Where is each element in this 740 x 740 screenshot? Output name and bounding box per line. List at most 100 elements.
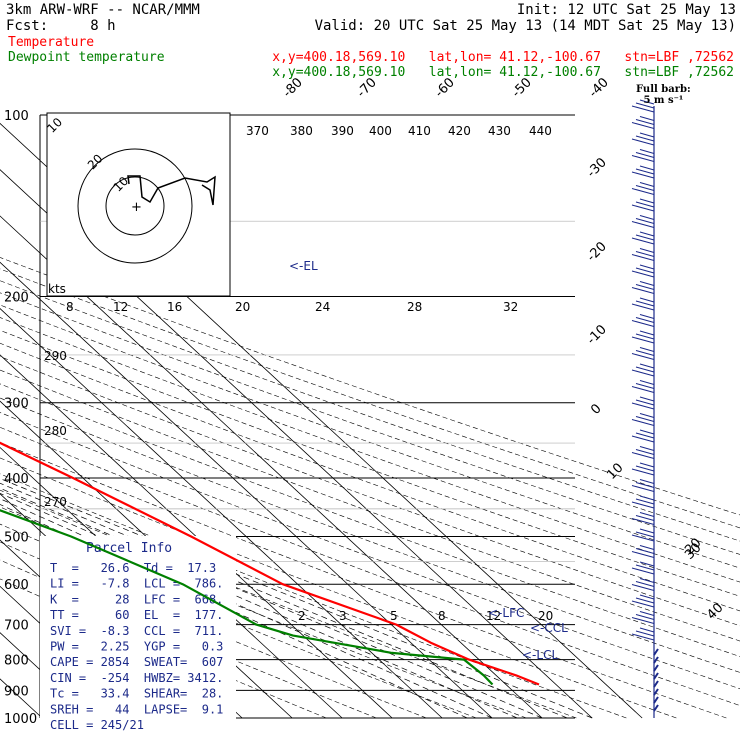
wind-barb [631,545,655,558]
temperature-tick-right: 0 [588,401,604,417]
init-text: Init: 12 UTC Sat 25 May 13 [516,2,736,18]
wind-barb [631,446,655,459]
hodograph-speed-label: 20 [235,300,250,314]
forecast-hour: Fcst: 8 h [6,18,116,34]
wind-barb [631,99,655,113]
mixing-ratio-label: 5 [390,609,398,623]
barb-legend-line-1: Full barb: [636,84,691,95]
dry-adiabat [0,342,740,612]
wind-barb [653,664,659,672]
isotherm-line [0,308,443,719]
mixing-ratio-label: 2 [298,609,306,623]
parcel-info-row: T = 26.6 Td = 17.3 [50,561,216,575]
legend-dewpoint: Dewpoint temperature [8,50,165,65]
wind-barb [653,648,659,656]
parcel-info-row: CAPE = 2854 SWEAT= 607 [50,655,223,669]
parcel-info-row: TT = 60 EL = 177. [50,608,223,622]
wind-barb [631,132,655,146]
parcel-info-row: CIN = -254 HWBZ= 3412. [50,671,223,685]
wind-barb [631,495,655,509]
ccl-marker: <-CCL [530,621,568,635]
wind-barb [631,248,655,261]
mixing-ratio-label: 3 [339,609,347,623]
moist-adiabat [0,504,468,719]
theta-label: 380 [290,124,313,138]
wind-barb [631,314,655,327]
wind-barb [631,264,655,278]
temperature-tick-right: -20 [584,239,610,265]
theta-label: 420 [448,124,471,138]
dry-adiabat [0,559,377,719]
wind-barb [631,413,655,426]
wind-barb [631,578,655,591]
lfc-marker: <-LFC [488,606,524,620]
model-name: 3km ARW-WRF -- NCAR/MMM [6,2,200,18]
theta-label: 400 [369,124,392,138]
header-line-2: Fcst: 8 h [6,18,116,34]
hodograph-speed-label: 12 [113,300,128,314]
el-marker: <-EL [289,259,318,273]
pressure-label: 800 [4,654,29,669]
theta-label: 390 [331,124,354,138]
wind-barb [631,215,655,228]
theta-side-label: 290 [44,349,67,363]
legend-dewpoint-info: x,y=400.18,569.10 lat,lon= 41.12,-100.67… [257,50,734,80]
temperature-tick-right: 40 [704,601,726,623]
hodograph-speed-label: 8 [66,300,74,314]
wind-barb [631,528,655,542]
wind-barb [631,479,655,492]
wind-barb [631,512,655,525]
parcel-info-row: SREH = 44 LAPSE= 9.1 [50,702,223,716]
wind-barb [653,672,659,680]
wind-barb [631,462,655,476]
wind-barb [631,182,655,195]
isotherm-line [0,215,543,719]
wind-barb [653,680,659,688]
dewpoint-profile [0,509,494,686]
temperature-info: x,y=400.18,569.10 lat,lon= 41.12,-100.67… [272,50,734,65]
wind-barb [631,594,655,608]
theta-label: 410 [408,124,431,138]
temperature-tick-top: -60 [432,75,458,101]
wind-barb [631,396,655,410]
pressure-label: 1000 [4,712,37,727]
wind-barb [631,347,655,360]
wind-barb [653,696,659,704]
lcl-marker: <-LCL [522,648,558,662]
temperature-tick-top: -70 [354,75,380,101]
wind-barb [631,330,655,344]
legend-temperature: Temperature [8,35,94,50]
wind-barb [631,149,655,162]
mixing-ratio-label: 20 [538,609,553,623]
hodograph-speed-label: 32 [503,300,518,314]
moist-adiabat [0,487,543,719]
pressure-label: 900 [4,684,29,699]
hodograph-box [46,112,231,297]
hodograph-kts-label: kts [48,282,66,296]
temperature-tick-right: -30 [584,155,610,181]
pressure-label: 300 [4,397,29,412]
temperature-tick-top: -50 [509,75,535,101]
theta-side-label: 280 [44,424,67,438]
barb-legend-line-2: 5 m s⁻¹ [643,95,684,106]
parcel-info-row: Tc = 33.4 SHEAR= 28. [50,687,223,701]
header-line-1: 3km ARW-WRF -- NCAR/MMM [6,2,200,18]
isotherm-line [0,261,493,719]
theta-label: 440 [529,124,552,138]
wind-barb [631,231,655,245]
mixing-ratio-label: 12 [486,609,501,623]
temperature-label: Temperature [8,35,95,50]
hodograph: + 10 20 10 [44,112,231,297]
temperature-tick-right: -10 [584,322,610,348]
theta-label: 430 [488,124,511,138]
parcel-info-row: LI = -7.8 LCL = 786. [50,577,223,591]
wind-barb [631,611,655,624]
pressure-label: 700 [4,619,29,634]
temperature-tick-right: 10 [604,461,626,483]
pressure-label: 100 [4,109,29,124]
valid-text: Valid: 20 UTC Sat 25 May 13 (14 MDT Sat … [314,18,736,34]
init-time: Init: 12 UTC Sat 25 May 13 [517,2,736,18]
parcel-info-row: SVI = -8.3 CCL = 711. [50,624,223,638]
dewpoint-info: x,y=400.18,569.10 lat,lon= 41.12,-100.67… [272,65,734,80]
dewpoint-label: Dewpoint temperature [8,50,165,65]
